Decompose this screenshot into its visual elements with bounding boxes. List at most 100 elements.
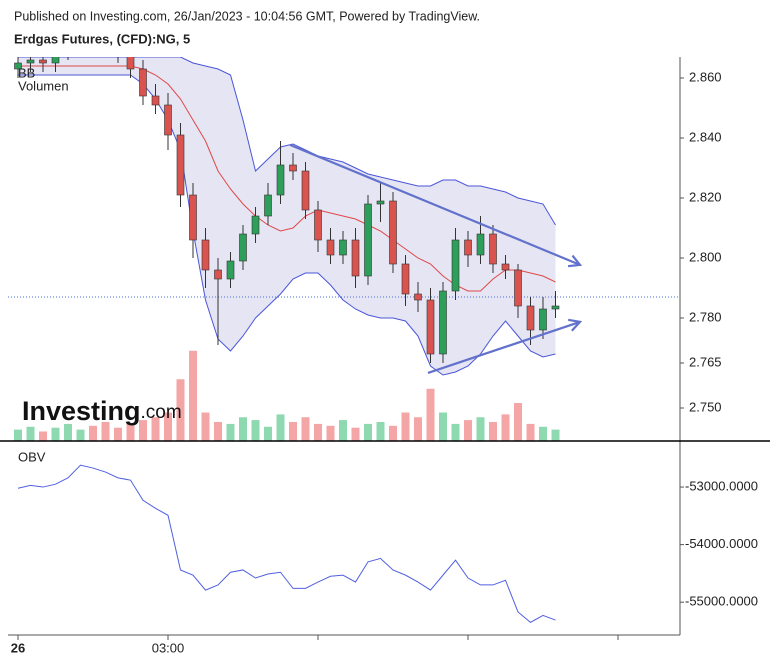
- candle-body: [351, 239, 360, 277]
- volume-bar: [176, 379, 185, 441]
- candle-body: [376, 200, 385, 205]
- candle-body: [439, 290, 447, 355]
- volume-bar: [489, 422, 497, 441]
- candle-body: [289, 164, 297, 172]
- y-tick-label: 2.840: [689, 129, 722, 144]
- bb-label: BB: [18, 65, 35, 80]
- candle-body: [514, 269, 522, 307]
- logo-suffix: .com: [141, 402, 182, 423]
- y-tick-label: 2.750: [689, 399, 722, 414]
- volume-bar: [451, 423, 460, 441]
- volume-bar: [201, 412, 210, 441]
- volume-bar: [551, 429, 560, 441]
- candle-body: [176, 134, 185, 196]
- candle-body: [464, 239, 472, 256]
- volume-bar: [464, 420, 472, 441]
- volume-bar: [51, 427, 60, 441]
- candle-body: [189, 194, 197, 241]
- candle-body: [401, 263, 410, 295]
- volume-label: Volumen: [18, 78, 69, 93]
- volume-bar: [439, 412, 447, 441]
- candle-body: [539, 308, 547, 331]
- y-tick-label: 2.780: [689, 309, 722, 324]
- volume-bar: [64, 423, 72, 441]
- candle-body: [364, 203, 372, 277]
- candle-body: [26, 59, 35, 64]
- volume-bar: [414, 417, 422, 441]
- volume-bar: [39, 431, 47, 441]
- obv-line: [17, 464, 556, 623]
- bb-band: [18, 57, 556, 375]
- volume-bar: [351, 427, 360, 441]
- trendline-arrow: [567, 318, 583, 332]
- candle-body: [489, 233, 497, 265]
- volume-bar: [101, 422, 110, 441]
- volume-bar: [289, 422, 297, 441]
- candle-body: [214, 269, 222, 280]
- volume-bar: [401, 412, 410, 441]
- candle-body: [126, 57, 135, 70]
- x-tick-label: 03:00: [152, 640, 185, 655]
- candle-body: [414, 293, 422, 301]
- y-tick-label: -54000.0000: [685, 536, 758, 551]
- volume-bar: [301, 417, 310, 441]
- volume-bar: [126, 423, 135, 441]
- symbol-title: Erdgas Futures, (CFD):NG, 5: [14, 31, 190, 46]
- volume-bar: [151, 417, 160, 441]
- obv-panel: [17, 464, 556, 623]
- candle-body: [14, 62, 22, 70]
- x-tick-label: 26: [11, 640, 25, 655]
- volume-bar: [114, 427, 122, 441]
- volume-bar: [189, 350, 197, 441]
- main-panel: [8, 57, 680, 441]
- obv-label: OBV: [18, 449, 46, 464]
- candle-body: [264, 194, 272, 217]
- y-tick-label: 2.820: [689, 189, 722, 204]
- bb-upper: [18, 57, 556, 226]
- y-tick-label: 2.765: [689, 354, 722, 369]
- candle-body: [551, 305, 560, 310]
- volume-bar: [214, 422, 222, 441]
- volume-bar: [526, 423, 535, 441]
- volume-bar: [501, 414, 510, 441]
- candle-body: [276, 164, 285, 196]
- candle-body: [226, 260, 235, 280]
- candle-body: [164, 104, 172, 136]
- trendline-arrow: [567, 254, 583, 268]
- y-tick-label: 2.800: [689, 249, 722, 264]
- volume-bar: [251, 420, 260, 441]
- volume-bar: [389, 425, 397, 441]
- candle-body: [239, 233, 247, 262]
- candle-body: [139, 68, 147, 97]
- candle-body: [39, 59, 47, 64]
- volume-bar: [514, 403, 522, 441]
- volume-bar: [276, 414, 285, 441]
- candle-body: [426, 299, 435, 355]
- volume-bar: [264, 426, 272, 441]
- published-note: Published on Investing.com, 26/Jan/2023 …: [14, 9, 480, 23]
- volume-bar: [539, 426, 547, 441]
- volume-bar: [239, 417, 247, 441]
- logo: Investing.com: [22, 396, 182, 426]
- volume-bar: [76, 429, 85, 441]
- volume-bar: [339, 420, 347, 441]
- candle-body: [301, 170, 310, 211]
- volume-bar: [376, 422, 385, 441]
- bb-lower: [18, 74, 556, 376]
- y-tick-label: 2.860: [689, 69, 722, 84]
- candle-body: [451, 239, 460, 292]
- volume-bar: [314, 423, 322, 441]
- volume-bar: [476, 417, 485, 441]
- logo-brand: Investing: [22, 396, 141, 426]
- candle-body: [339, 239, 347, 256]
- candle-body: [151, 95, 160, 106]
- volume-bar: [89, 425, 97, 441]
- candle-body: [201, 239, 210, 271]
- overlay: 2.860 2.840 2.820 2.800 2.780 2.765 2.750 -5300…: [11, 69, 758, 655]
- volume-bar: [164, 412, 172, 441]
- volume-bar: [26, 426, 35, 441]
- candle-body: [251, 215, 260, 235]
- candle-body: [326, 239, 335, 256]
